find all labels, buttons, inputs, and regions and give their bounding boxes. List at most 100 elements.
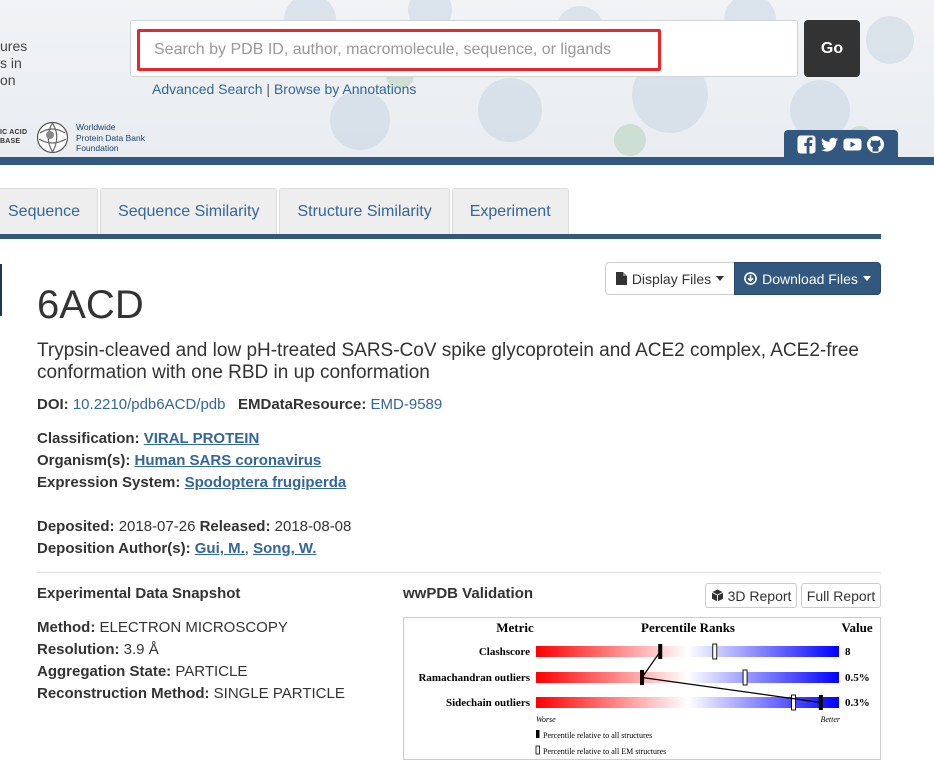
method-line: Method: ELECTRON MICROSCOPY: [37, 619, 288, 636]
tabs-underline: [0, 234, 881, 239]
search-input[interactable]: Search by PDB ID, author, macromolecule,…: [137, 29, 661, 71]
author-link[interactable]: Song, W.: [253, 540, 317, 557]
legend-all-marker: [536, 730, 540, 738]
tab-structure-similarity[interactable]: Structure Similarity: [279, 188, 450, 234]
file-icon: [615, 272, 627, 285]
cube-icon: [711, 589, 723, 602]
section-divider: [37, 572, 881, 573]
expression-line: Expression System: Spodoptera frugiperda: [37, 474, 346, 491]
download-circle-icon: [744, 272, 758, 285]
em-percentile-marker: [742, 669, 748, 686]
better-label: Better: [820, 715, 840, 724]
download-files-label: Download Files: [762, 270, 858, 287]
doi-link[interactable]: 10.2210/pdb6ACD/pdb: [72, 396, 226, 413]
organism-line: Organism(s): Human SARS coronavirus: [37, 452, 321, 469]
percentile-bar: [536, 672, 839, 683]
percentile-connector-line: [641, 651, 661, 678]
header-blue-bar: [0, 157, 934, 165]
metric-value: 0.5%: [845, 672, 870, 684]
facebook-icon[interactable]: [797, 135, 816, 154]
percentile-bar: [536, 697, 839, 708]
download-files-button[interactable]: Download Files: [734, 262, 881, 295]
link-separator: |: [266, 81, 271, 97]
full-report-button[interactable]: Full Report: [801, 583, 881, 608]
wwpdb-globe-icon[interactable]: [36, 121, 69, 154]
metric-label: Sidechain outliers: [446, 697, 531, 709]
percentile-connector-line: [641, 676, 821, 704]
em-percentile-marker: [791, 694, 796, 711]
social-links: [784, 130, 898, 158]
validation-slider-panel[interactable]: Metric Percentile Ranks Value Clashscore…: [403, 617, 881, 760]
full-report-label: Full Report: [806, 587, 876, 604]
reconstruction-line: Reconstruction Method: SINGLE PARTICLE: [37, 685, 345, 702]
aggregation-value: PARTICLE: [175, 663, 248, 680]
experimental-heading: Experimental Data Snapshot: [37, 585, 241, 602]
col-metric: Metric: [496, 620, 534, 635]
classification-link[interactable]: VIRAL PROTEIN: [143, 430, 260, 447]
col-percentile: Percentile Ranks: [641, 620, 735, 635]
classification-label: Classification:: [37, 430, 140, 447]
youtube-icon[interactable]: [843, 135, 862, 154]
validation-heading: wwPDB Validation: [403, 585, 534, 602]
metric-value: 0.3%: [845, 697, 870, 709]
released-label: Released:: [199, 518, 271, 535]
entry-title: Trypsin-cleaved and low pH-treated SARS-…: [37, 340, 859, 383]
caret-down-icon: [862, 276, 871, 281]
wwpdb-foundation-text[interactable]: Worldwide Protein Data Bank Foundation: [76, 122, 145, 153]
entry-tabs: Sequence Sequence Similarity Structure S…: [0, 188, 571, 234]
author-separator: ,: [244, 540, 249, 557]
authors-label: Deposition Author(s):: [37, 540, 191, 557]
author-link[interactable]: Gui, M.: [194, 540, 245, 557]
percentile-bar: [536, 646, 839, 657]
released-date: 2018-08-08: [274, 518, 352, 535]
all-percentile-marker: [640, 670, 645, 685]
metric-value: 8: [845, 646, 851, 658]
metric-label: Clashscore: [479, 646, 530, 658]
em-percentile-marker: [712, 643, 718, 660]
display-files-button[interactable]: Display Files: [605, 262, 735, 295]
method-value: ELECTRON MICROSCOPY: [99, 619, 288, 636]
doi-label: DOI:: [37, 396, 69, 413]
metric-label: Ramachandran outliers: [418, 672, 530, 684]
aggregation-line: Aggregation State: PARTICLE: [37, 663, 247, 680]
browse-annotations-link[interactable]: Browse by Annotations: [273, 81, 417, 97]
emdb-link[interactable]: EMD-9589: [370, 396, 443, 413]
reconstruction-value: SINGLE PARTICLE: [213, 685, 345, 702]
deposited-label: Deposited:: [37, 518, 115, 535]
aggregation-label: Aggregation State:: [37, 663, 172, 680]
legend-em-marker: [535, 745, 540, 755]
expression-label: Expression System:: [37, 474, 181, 491]
github-icon[interactable]: [866, 135, 885, 154]
organism-link[interactable]: Human SARS coronavirus: [134, 452, 322, 469]
ndb-logo[interactable]: IC ACID BASE: [0, 129, 28, 145]
authors-line: Deposition Author(s): Gui, M., Song, W.: [37, 540, 316, 557]
left-edge-rule: [0, 264, 2, 316]
legend-em-label: Percentile relative to all EM structures: [543, 747, 666, 756]
3d-report-button[interactable]: 3D Report: [705, 583, 797, 608]
tab-sequence-similarity[interactable]: Sequence Similarity: [100, 188, 278, 234]
advanced-search-link[interactable]: Advanced Search: [152, 81, 263, 97]
resolution-label: Resolution:: [37, 641, 120, 658]
header-tagline-fragment: ures s in on: [0, 38, 28, 88]
tab-sequence[interactable]: Sequence: [0, 188, 99, 234]
organism-label: Organism(s):: [37, 452, 131, 469]
caret-down-icon: [716, 276, 725, 281]
dates-line: Deposited: 2018-07-26 Released: 2018-08-…: [37, 518, 351, 535]
twitter-icon[interactable]: [820, 135, 839, 154]
display-files-label: Display Files: [631, 270, 712, 287]
search-box: Search by PDB ID, author, macromolecule,…: [130, 20, 798, 77]
resolution-line: Resolution: 3.9 Å: [37, 641, 159, 658]
expression-link[interactable]: Spodoptera frugiperda: [184, 474, 347, 491]
resolution-value: 3.9 Å: [123, 641, 159, 658]
col-value: Value: [841, 620, 873, 635]
deposited-date: 2018-07-26: [118, 518, 196, 535]
go-button[interactable]: Go: [804, 20, 860, 77]
tab-experiment[interactable]: Experiment: [451, 188, 569, 234]
search-sub-links: Advanced Search | Browse by Annotations: [152, 81, 416, 97]
reconstruction-label: Reconstruction Method:: [37, 685, 210, 702]
legend-all-label: Percentile relative to all structures: [543, 731, 652, 740]
emdb-label: EMDataResource:: [237, 396, 367, 413]
site-header: ures s in on IC ACID BASE Worldwide Prot…: [0, 0, 934, 158]
validation-percentile-chart: Metric Percentile Ranks Value Clashscore…: [418, 620, 873, 756]
worse-label: Worse: [536, 715, 556, 724]
